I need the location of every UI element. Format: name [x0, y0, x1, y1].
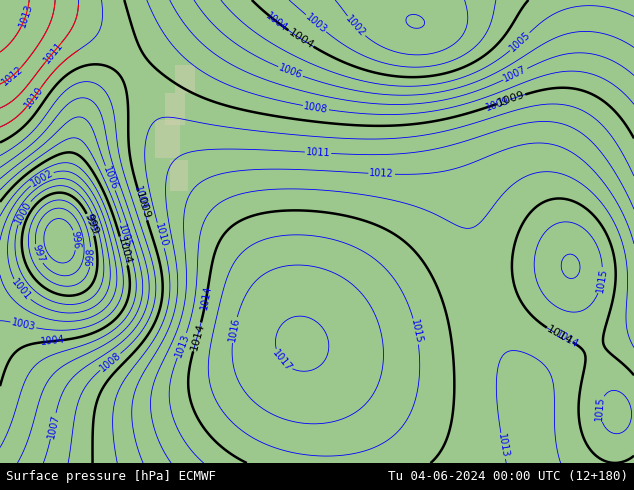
Text: 1007: 1007 [502, 65, 529, 84]
Text: 1016: 1016 [227, 317, 242, 343]
Text: 1004: 1004 [41, 335, 66, 347]
Text: 1007: 1007 [46, 413, 61, 439]
Text: 1014: 1014 [545, 324, 574, 346]
Text: 1008: 1008 [303, 101, 329, 115]
Text: 1000: 1000 [13, 199, 34, 225]
Text: 1008: 1008 [98, 350, 123, 373]
Text: 1010: 1010 [153, 222, 169, 248]
Text: 1013: 1013 [17, 2, 34, 29]
Text: 1009: 1009 [496, 90, 526, 108]
Text: 1014: 1014 [199, 284, 214, 310]
Text: 1015: 1015 [595, 396, 606, 421]
Text: 1013: 1013 [496, 433, 510, 459]
Text: 1001: 1001 [10, 277, 33, 303]
Text: 1009: 1009 [484, 95, 511, 112]
Text: 1002: 1002 [29, 168, 55, 189]
Text: 1005: 1005 [507, 30, 533, 54]
Text: 1014: 1014 [554, 329, 580, 349]
Text: 1009: 1009 [132, 185, 148, 211]
Text: 1011: 1011 [306, 147, 330, 158]
Text: 1010: 1010 [23, 85, 45, 110]
Text: 996: 996 [70, 230, 82, 250]
Bar [165, 93, 185, 125]
Text: Tu 04-06-2024 00:00 UTC (12+180): Tu 04-06-2024 00:00 UTC (12+180) [387, 470, 628, 483]
Text: 999: 999 [83, 213, 100, 236]
Text: 1009: 1009 [134, 191, 152, 221]
Text: 1017: 1017 [270, 348, 294, 373]
Text: 1014: 1014 [189, 322, 205, 352]
Text: 1003: 1003 [10, 318, 36, 333]
Text: 1004: 1004 [264, 10, 290, 33]
Text: 1015: 1015 [595, 268, 609, 294]
Bar [155, 120, 180, 158]
Text: 998: 998 [86, 247, 96, 267]
Text: 999: 999 [82, 213, 98, 233]
Text: 1012: 1012 [369, 169, 394, 179]
Text: 1006: 1006 [101, 165, 119, 191]
Text: 1005: 1005 [117, 222, 133, 248]
Text: 1015: 1015 [409, 318, 424, 344]
Text: 1013: 1013 [173, 332, 191, 359]
Text: 1002: 1002 [344, 14, 368, 39]
Bar [175, 65, 195, 93]
Text: 1012: 1012 [0, 64, 25, 87]
Bar [170, 160, 188, 191]
Text: 1006: 1006 [277, 63, 304, 81]
Text: 1004: 1004 [287, 27, 315, 50]
Text: 1004: 1004 [115, 236, 133, 266]
Text: Surface pressure [hPa] ECMWF: Surface pressure [hPa] ECMWF [6, 470, 216, 483]
Text: 997: 997 [30, 244, 46, 265]
Text: 1003: 1003 [303, 12, 328, 35]
Text: 1011: 1011 [41, 40, 65, 66]
